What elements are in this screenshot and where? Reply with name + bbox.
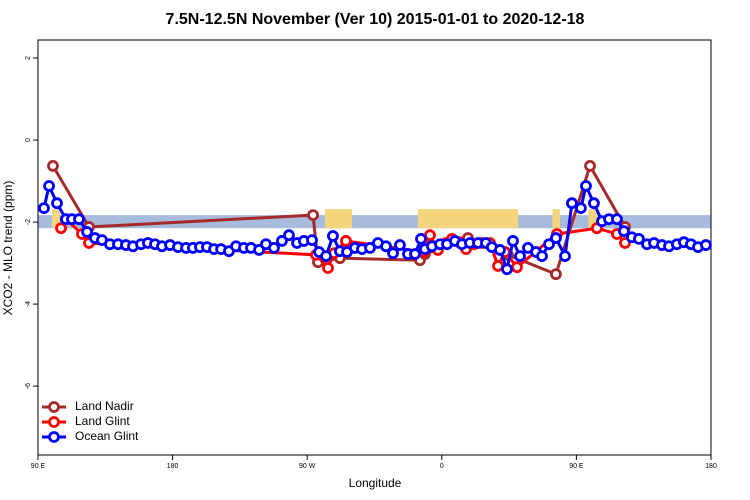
x-tick-label: 90 W: [299, 463, 316, 470]
legend-marker: [48, 401, 60, 413]
data-point: [340, 235, 352, 247]
x-tick-label: 180: [705, 463, 717, 470]
x-tick-label: 180: [167, 463, 179, 470]
legend-label: Land Nadir: [75, 399, 134, 413]
y-axis-label: XCO2 - MLO trend (ppm): [1, 181, 15, 316]
land-span: [552, 209, 560, 229]
data-point: [507, 235, 519, 247]
data-point: [618, 225, 630, 237]
x-axis-label: Longitude: [349, 476, 402, 490]
data-point: [580, 180, 592, 192]
y-tick-label: -4: [25, 301, 32, 307]
data-point: [633, 232, 645, 245]
data-point: [43, 180, 55, 192]
legend-marker: [48, 431, 60, 443]
land-span: [52, 209, 60, 229]
legend-label: Ocean Glint: [75, 429, 139, 443]
data-point: [566, 197, 578, 210]
data-point: [584, 159, 596, 172]
data-point: [550, 268, 562, 281]
data-point: [268, 242, 280, 254]
data-point: [587, 197, 600, 210]
data-point: [550, 232, 562, 244]
y-tick-label: 2: [25, 56, 32, 60]
land-span: [417, 209, 519, 229]
data-point: [322, 262, 334, 274]
data-point: [536, 250, 548, 263]
data-point: [574, 202, 587, 215]
data-point: [276, 235, 288, 247]
data-point: [283, 229, 295, 242]
data-point: [364, 242, 376, 254]
data-point: [55, 222, 67, 235]
data-point: [320, 250, 332, 263]
data-point: [38, 202, 50, 215]
data-point: [514, 250, 526, 263]
legend-marker: [48, 416, 60, 428]
data-point: [47, 159, 59, 172]
chart-title: 7.5N-12.5N November (Ver 10) 2015-01-01 …: [166, 11, 585, 28]
data-point: [494, 244, 506, 256]
data-point: [700, 239, 712, 251]
data-point: [73, 213, 85, 226]
y-tick-label: -2: [25, 219, 32, 225]
data-point: [327, 230, 339, 242]
land-span: [324, 209, 353, 229]
y-tick-label: -6: [25, 383, 32, 389]
legend-label: Land Glint: [75, 414, 130, 428]
data-point: [380, 240, 392, 253]
data-point: [394, 239, 406, 251]
data-point: [543, 238, 555, 251]
data-point: [611, 213, 623, 226]
data-point: [387, 247, 399, 260]
reference-band: [38, 215, 711, 229]
land-span: [588, 209, 598, 229]
y-tick-label: 0: [25, 138, 32, 142]
data-point: [409, 248, 421, 260]
data-point: [501, 263, 513, 276]
data-point: [559, 250, 571, 263]
x-tick-label: 90 E: [31, 463, 46, 470]
data-point: [81, 226, 93, 238]
data-point: [307, 209, 319, 222]
data-point: [511, 261, 523, 274]
data-point: [306, 234, 318, 247]
data-point: [415, 232, 427, 245]
data-point: [51, 197, 63, 210]
x-tick-label: 90 E: [569, 463, 584, 470]
x-tick-label: 0: [440, 463, 444, 470]
